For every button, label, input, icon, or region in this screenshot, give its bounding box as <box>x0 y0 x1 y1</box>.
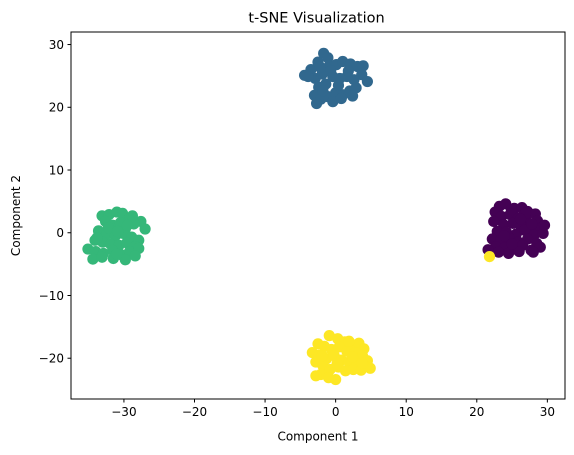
data-point-cluster-1-29 <box>335 92 347 105</box>
data-point-cluster-2-35 <box>129 250 141 262</box>
y-tick-label: −20 <box>39 352 64 366</box>
data-point-cluster-0-44 <box>514 213 527 225</box>
data-point-cluster-0-42 <box>538 219 551 231</box>
x-axis-ticks: −30 −20 −10 0 10 20 30 <box>111 399 555 419</box>
data-point-cluster-1-36 <box>346 90 359 102</box>
y-tick-label: 0 <box>56 226 64 240</box>
x-axis-label: Component 1 <box>277 430 358 444</box>
data-point-cluster-2-22 <box>121 237 133 249</box>
data-point-cluster-3-33 <box>310 370 322 382</box>
data-point-cluster-2-41 <box>111 248 123 260</box>
data-point-cluster-1-35 <box>332 79 345 91</box>
data-point-cluster-0-45 <box>526 218 538 230</box>
data-point-cluster-0-38 <box>513 245 525 258</box>
data-point-cluster-0-40 <box>505 203 517 216</box>
data-point-cluster-1-33 <box>357 60 369 72</box>
data-point-cluster-2-38 <box>126 210 138 222</box>
data-point-cluster-0-37 <box>502 247 515 260</box>
y-tick-label: 30 <box>49 38 64 52</box>
data-point-cluster-0-36 <box>493 246 505 258</box>
data-point-cluster-3-0 <box>323 330 335 342</box>
data-point-cluster-1-37 <box>314 61 326 73</box>
x-tick-label: −10 <box>252 405 277 419</box>
data-point-cluster-0-47 <box>527 246 539 258</box>
x-tick-label: 10 <box>399 405 414 419</box>
data-point-cluster-1-27 <box>310 97 323 110</box>
data-point-cluster-1-13 <box>361 75 373 88</box>
data-point-cluster-0-46 <box>506 238 518 250</box>
data-point-cluster-2-31 <box>87 253 99 265</box>
y-axis-ticks: −20 −10 0 10 20 30 <box>39 38 71 366</box>
y-tick-label: 10 <box>49 163 64 177</box>
data-point-cluster-2-40 <box>121 219 134 231</box>
data-point-cluster-3-34 <box>343 335 355 347</box>
x-tick-label: −30 <box>111 405 136 419</box>
data-point-cluster-3-39 <box>483 250 496 263</box>
data-point-cluster-3-37 <box>331 358 343 370</box>
scatter-points <box>82 47 551 386</box>
y-tick-label: −10 <box>39 289 64 303</box>
data-point-cluster-3-35 <box>316 350 328 362</box>
data-point-cluster-2-36 <box>102 222 114 234</box>
y-tick-label: 20 <box>49 101 64 115</box>
x-tick-label: −20 <box>182 405 207 419</box>
x-tick-label: 0 <box>332 405 340 419</box>
data-point-cluster-0-12 <box>488 215 500 228</box>
y-axis-label: Component 2 <box>9 175 23 256</box>
data-point-cluster-0-43 <box>498 230 510 242</box>
data-point-cluster-3-32 <box>330 373 342 386</box>
x-tick-label: 30 <box>540 405 555 419</box>
data-point-cluster-1-30 <box>302 70 314 83</box>
data-point-cluster-3-38 <box>356 357 369 369</box>
plot-frame <box>70 31 566 400</box>
data-point-cluster-1-34 <box>317 85 329 97</box>
x-tick-label: 20 <box>469 405 484 419</box>
data-point-cluster-2-37 <box>111 225 124 238</box>
data-point-cluster-2-34 <box>119 254 131 266</box>
data-point-cluster-1-32 <box>342 65 354 77</box>
data-point-cluster-1-28 <box>327 96 339 108</box>
data-point-cluster-3-36 <box>346 351 359 363</box>
chart-title: t-SNE Visualization <box>248 11 384 27</box>
data-point-cluster-2-39 <box>91 232 103 244</box>
data-point-cluster-1-31 <box>325 65 337 77</box>
data-point-cluster-2-6 <box>139 223 151 235</box>
data-point-cluster-2-32 <box>96 251 108 263</box>
